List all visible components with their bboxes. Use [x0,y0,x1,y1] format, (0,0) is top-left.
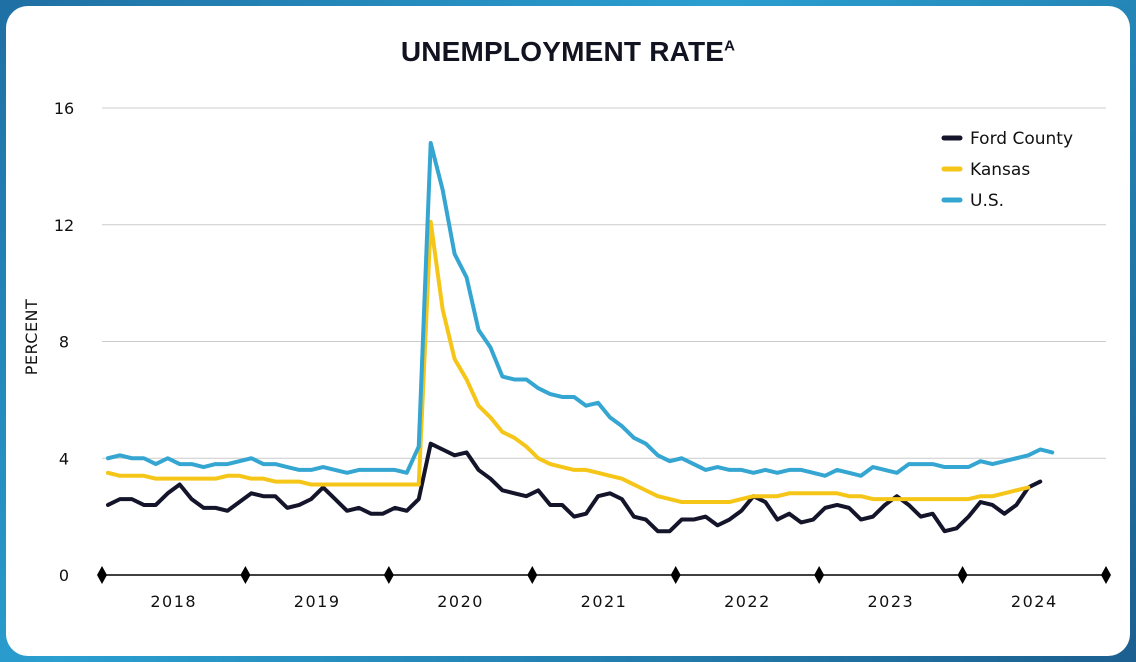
x-tick-label: 2021 [581,592,628,611]
x-axis-diamond-marker [1101,566,1111,584]
x-axis-diamond-marker [97,566,107,584]
x-tick-label: 2022 [724,592,771,611]
y-tick-label: 16 [54,99,74,118]
y-tick-label: 8 [59,333,69,352]
x-tick-label: 2019 [294,592,341,611]
x-tick-label: 2024 [1011,592,1058,611]
y-tick-label: 12 [54,216,74,235]
x-tick-label: 2023 [867,592,914,611]
x-axis-diamond-marker [814,566,824,584]
x-axis-diamond-marker [671,566,681,584]
series-line-ford-county [108,444,1040,532]
x-tick-label: 2020 [437,592,484,611]
y-tick-label: 0 [59,566,69,585]
y-axis-label: PERCENT [22,299,41,376]
legend-label: Kansas [970,160,1030,180]
x-axis-diamond-marker [384,566,394,584]
legend-label: Ford County [970,129,1073,149]
series-line-u-s [108,143,1052,476]
x-axis-diamond-marker [527,566,537,584]
x-axis-diamond-marker [958,566,968,584]
x-axis-diamond-marker [240,566,250,584]
y-tick-label: 4 [59,449,69,468]
x-tick-label: 2018 [150,592,197,611]
legend-label: U.S. [970,191,1004,211]
